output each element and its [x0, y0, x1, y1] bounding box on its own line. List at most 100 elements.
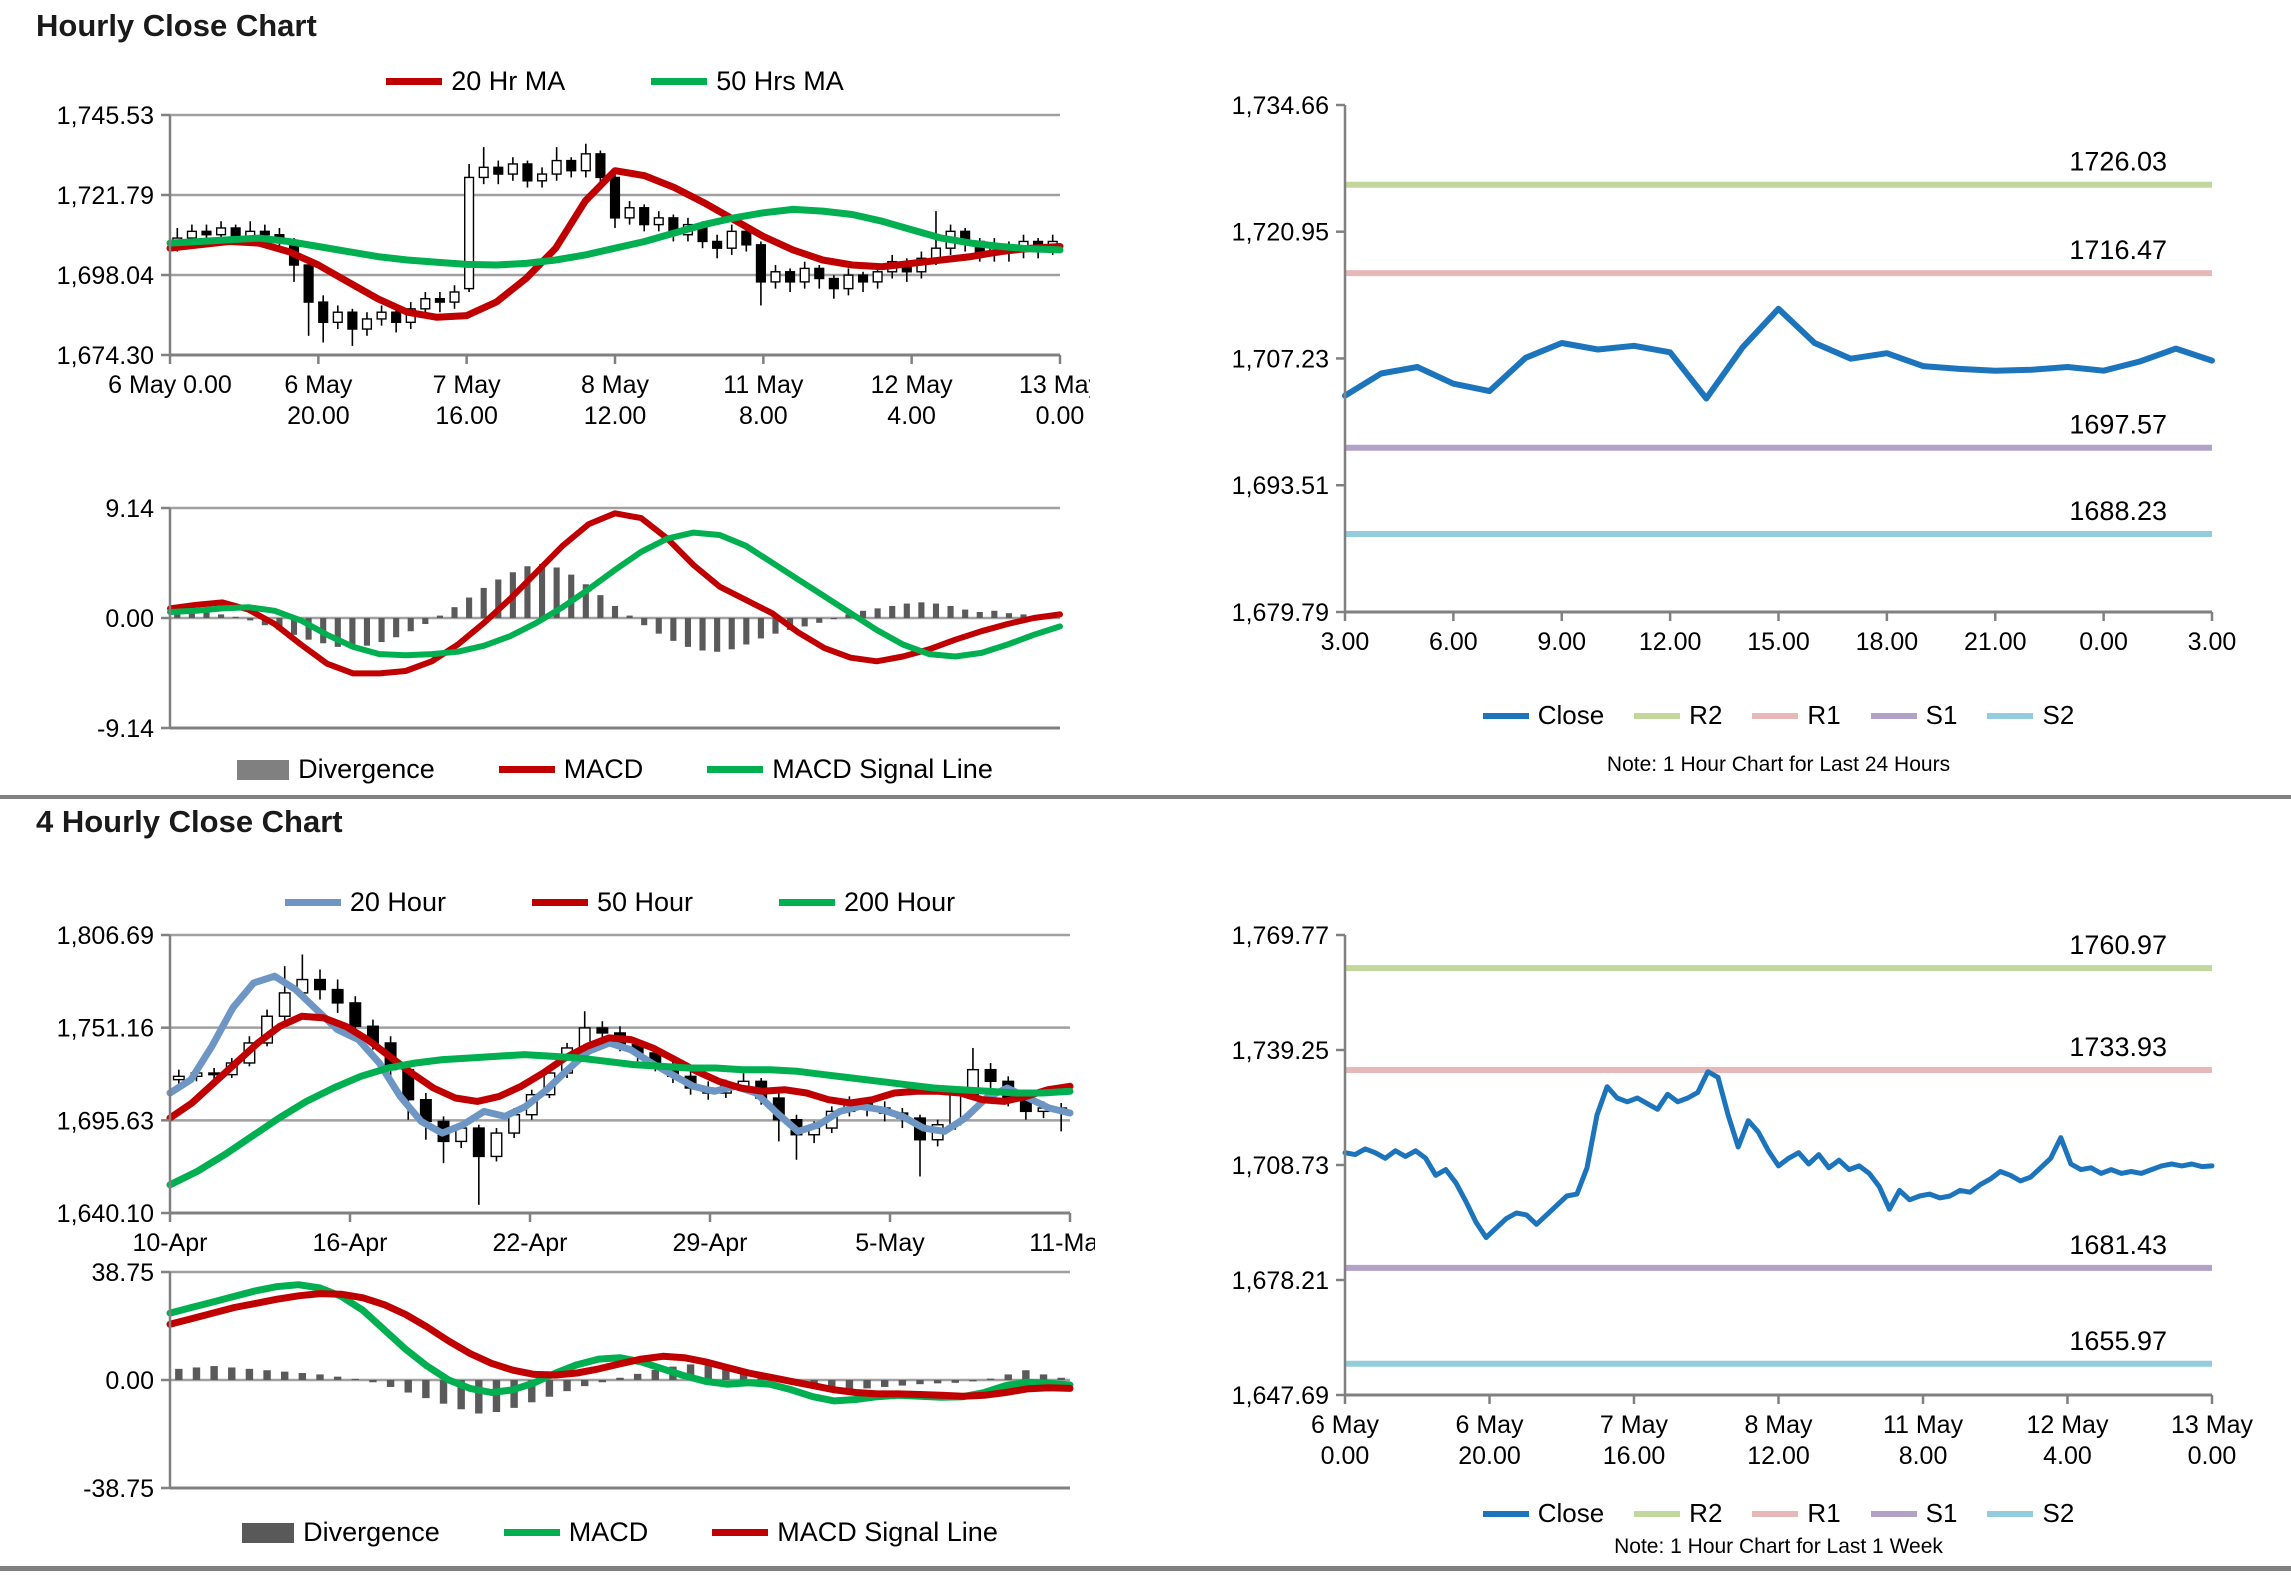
hourly-pivot-line-chart: 1726.03 1716.47 1697.57 1688.23 1,734.66 1,72…: [1232, 92, 2237, 656]
legend-item-r1: R1: [1752, 1498, 1841, 1529]
x-tick-label: 21.00: [1964, 628, 2027, 656]
legend-item-r2: R2: [1634, 700, 1722, 731]
four-hourly-macd-panel: 38.75 0.00 -38.75 Divergence MACD MACD Signa…: [20, 1255, 1095, 1565]
x-tick-label: 16.00: [435, 402, 498, 430]
hourly-close-candlestick-chart: 1,745.531,721.791,698.041,674.306 May 0.…: [57, 102, 1090, 430]
legend-item-50-hrs-ma: 50 Hrs MA: [651, 66, 844, 97]
legend-label: S2: [2042, 1498, 2075, 1528]
x-tick-label: 29-Apr: [672, 1229, 747, 1257]
legend-label: Close: [1537, 1498, 1605, 1528]
pivot-label-1697.57: 1697.57: [2069, 410, 2167, 440]
x-tick-label: 6 May: [1311, 1411, 1380, 1439]
x-tick-label: 5-May: [855, 1229, 925, 1257]
legend-label: R2: [1689, 700, 1723, 730]
y-tick-label: 1,693.51: [1232, 472, 1329, 500]
four-hourly-section-title: 4 Hourly Close Chart: [36, 804, 343, 839]
legend-item-20-hr-ma: 20 Hr MA: [386, 66, 565, 97]
x-tick-label: 7 May: [1600, 1411, 1669, 1439]
legend-swatch: [1987, 712, 2034, 719]
legend-swatch: [1870, 1510, 1917, 1517]
x-tick-label: 0.00: [2188, 1442, 2237, 1470]
four-hourly-macd-chart: 38.75 0.00 -38.75: [83, 1259, 1074, 1503]
legend-label: 20 Hour: [349, 887, 446, 917]
x-tick-label: 6 May: [1455, 1411, 1524, 1439]
legend-swatch: [503, 1529, 560, 1536]
x-tick-label: 9.00: [1537, 628, 1586, 656]
legend-label: Divergence: [298, 754, 435, 784]
weekly-pivot-legend: Close R2 R1 S1 S2: [1345, 1498, 2212, 1529]
x-tick-label: 11-May: [1029, 1229, 1095, 1257]
y-tick-label: 38.75: [91, 1259, 154, 1287]
weekly-pivot-chart-panel: 1760.97 1733.93 1681.43 1655.97 1,769.77 1,73…: [1165, 880, 2285, 1570]
y-tick-label: -9.14: [97, 715, 154, 743]
x-tick-label: 12 May: [2026, 1411, 2108, 1439]
y-tick-label: 0.00: [105, 1367, 154, 1395]
x-tick-label: 0.00: [1321, 1442, 1370, 1470]
four-hourly-macd-legend: Divergence MACD MACD Signal Line: [170, 1517, 1070, 1548]
x-tick-label: 0.00: [2079, 628, 2128, 656]
x-tick-label: 8 May: [1744, 1411, 1813, 1439]
legend-label: MACD: [563, 754, 644, 784]
legend-item-macd: MACD: [498, 754, 644, 785]
x-tick-label: 15.00: [1747, 628, 1810, 656]
legend-item-r2: R2: [1634, 1498, 1722, 1529]
four-hourly-close-chart-legend: 20 Hour 50 Hour 200 Hour: [170, 887, 1070, 918]
x-tick-label: 20.00: [1458, 1442, 1521, 1470]
legend-label: 200 Hour: [844, 887, 956, 917]
legend-swatch: [707, 766, 764, 773]
legend-item-macd: MACD: [503, 1517, 648, 1548]
legend-label: R1: [1807, 700, 1841, 730]
legend-swatch: [1752, 1510, 1799, 1517]
x-tick-label: 4.00: [2043, 1442, 2092, 1470]
legend-label: 50 Hour: [596, 887, 694, 917]
legend-item-r1: R1: [1752, 700, 1841, 731]
y-tick-label: 1,674.30: [57, 342, 154, 370]
y-tick-label: 1,708.73: [1232, 1152, 1329, 1180]
y-tick-label: 1,678.21: [1232, 1267, 1329, 1295]
legend-label: 50 Hrs MA: [716, 66, 844, 96]
hourly-section-title: Hourly Close Chart: [36, 8, 317, 43]
x-tick-label: 8.00: [739, 402, 788, 430]
y-tick-label: 1,679.79: [1232, 599, 1329, 627]
legend-label: Close: [1537, 700, 1605, 730]
legend-label: R1: [1807, 1498, 1841, 1528]
pivot-label-1760.97: 1760.97: [2069, 930, 2167, 960]
y-tick-label: 1,695.63: [57, 1107, 154, 1135]
x-tick-label: 11 May: [1883, 1411, 1964, 1439]
legend-item-divergence: Divergence: [242, 1517, 440, 1548]
pivot-label-1688.23: 1688.23: [2069, 496, 2167, 526]
x-tick-label: 16-Apr: [312, 1229, 387, 1257]
legend-swatch: [651, 78, 708, 85]
hourly-pivot-legend: Close R2 R1 S1 S2: [1345, 700, 2212, 731]
y-tick-label: 1,640.10: [57, 1200, 154, 1228]
legend-item-close: Close: [1482, 1498, 1605, 1529]
legend-label: MACD Signal Line: [772, 754, 993, 784]
x-tick-label: 12.00: [1747, 1442, 1810, 1470]
legend-swatch: [386, 78, 443, 85]
x-tick-label: 8 May: [581, 371, 650, 399]
legend-swatch: [1634, 712, 1681, 719]
legend-item-macd-signal-line: MACD Signal Line: [712, 1517, 998, 1548]
y-tick-label: 0.00: [105, 605, 154, 633]
hourly-macd-panel: 9.14 0.00 -9.14 Divergence MACD MACD Signal …: [20, 440, 1090, 795]
legend-swatch: [1752, 712, 1799, 719]
legend-item-20-hour: 20 Hour: [284, 887, 446, 918]
y-tick-label: 1,698.04: [57, 262, 154, 290]
legend-item-s2: S2: [1987, 1498, 2074, 1529]
y-tick-label: 1,751.16: [57, 1015, 154, 1043]
x-tick-label: 13 May: [2171, 1411, 2253, 1439]
y-tick-label: 9.14: [105, 495, 154, 523]
legend-swatch: [237, 759, 290, 780]
x-tick-label: 22-Apr: [492, 1229, 567, 1257]
legend-swatch: [1634, 1510, 1681, 1517]
x-tick-label: 16.00: [1603, 1442, 1666, 1470]
x-tick-label: 12.00: [584, 402, 647, 430]
hourly-macd-legend: Divergence MACD MACD Signal Line: [170, 754, 1060, 785]
legend-item-200-hour: 200 Hour: [779, 887, 955, 918]
y-tick-label: 1,647.69: [1232, 1382, 1329, 1410]
hourly-pivot-note: Note: 1 Hour Chart for Last 24 Hours: [1606, 753, 1951, 776]
x-tick-label: 12.00: [1639, 628, 1702, 656]
x-tick-label: 6 May 0.00: [108, 371, 232, 399]
